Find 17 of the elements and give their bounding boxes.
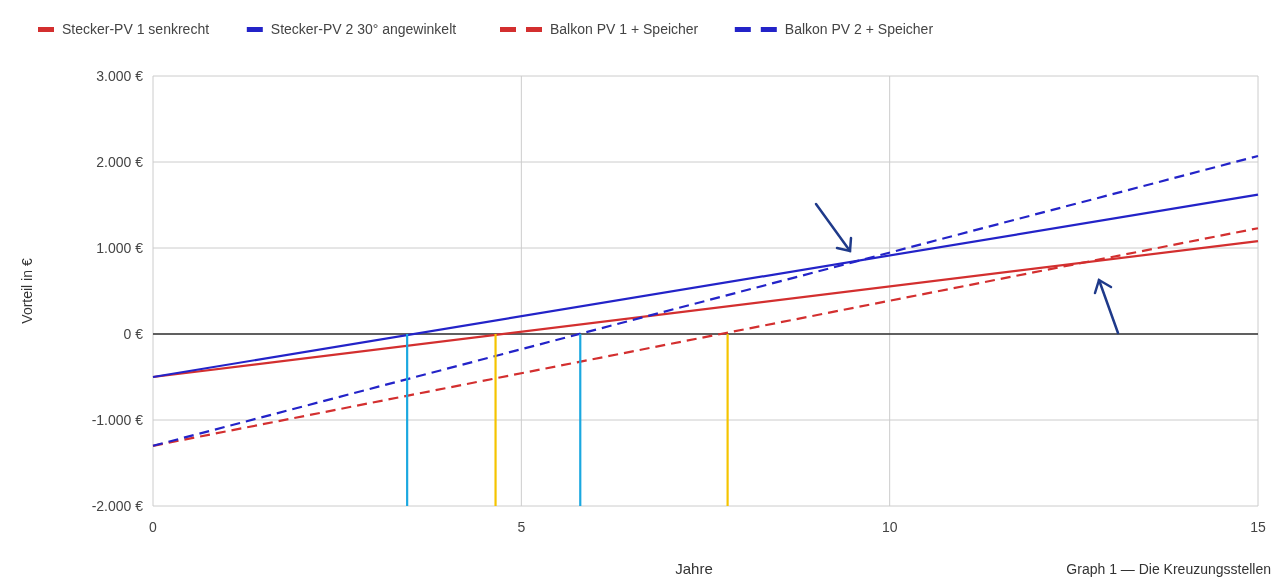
x-tick-label: 15 xyxy=(1250,519,1266,535)
y-tick-label: 2.000 € xyxy=(96,154,144,170)
y-axis-title: Vorteil in € xyxy=(19,258,35,324)
y-tick-label: 3.000 € xyxy=(96,68,144,84)
y-tick-label: 1.000 € xyxy=(96,240,144,256)
x-tick-label: 10 xyxy=(881,519,898,535)
y-tick-label: -2.000 € xyxy=(91,498,144,514)
legend-label: Balkon PV 1 + Speicher xyxy=(550,21,699,37)
caption: Graph 1 — Die Kreuzungsstellen xyxy=(1066,561,1271,577)
y-tick-label: 0 € xyxy=(123,326,144,342)
x-tick-label: 5 xyxy=(517,519,526,535)
y-tick-label: -1.000 € xyxy=(91,412,144,428)
legend-label: Stecker-PV 2 30° angewinkelt xyxy=(270,21,457,37)
x-tick-label: 0 xyxy=(149,519,158,535)
legend-label: Stecker-PV 1 senkrecht xyxy=(62,21,210,37)
x-axis-title: Jahre xyxy=(675,560,713,577)
legend-label: Balkon PV 2 + Speicher xyxy=(784,21,934,37)
